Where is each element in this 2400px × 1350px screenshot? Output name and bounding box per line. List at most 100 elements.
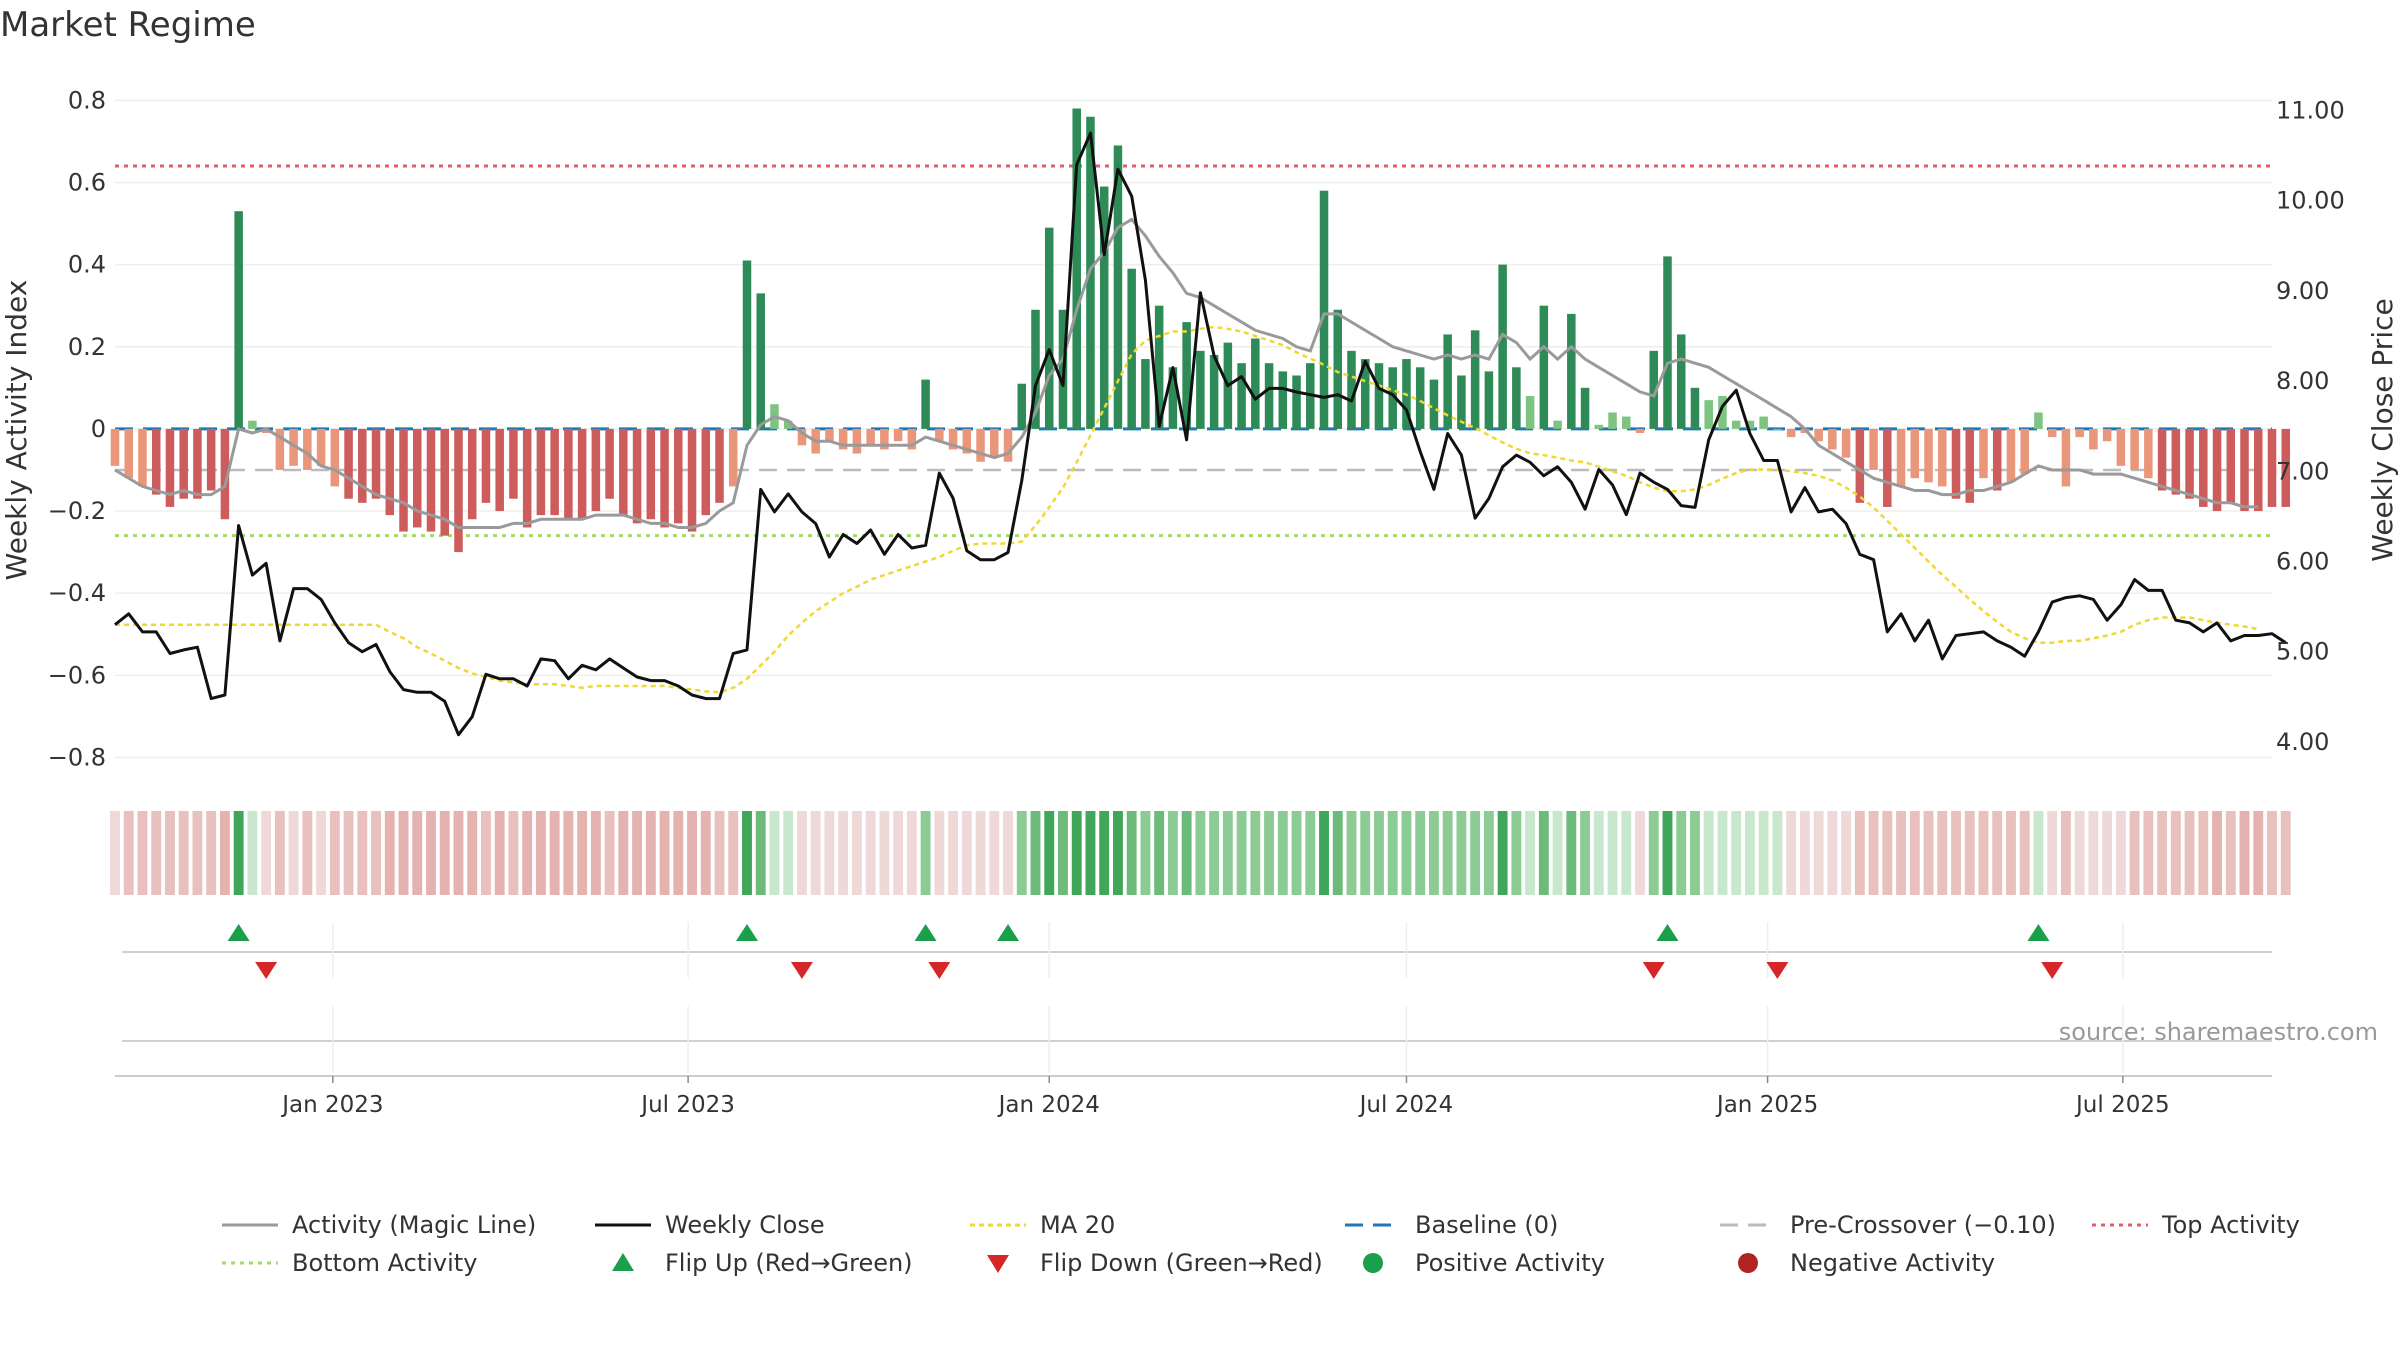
grid [115, 99, 2272, 759]
activity-bar [289, 428, 298, 466]
regime-strip-cell [1854, 811, 1865, 895]
legend: Activity (Magic Line) Weekly Close MA 20 Ba… [222, 1211, 2300, 1277]
regime-strip-cell [522, 811, 533, 895]
regime-strip-cell [1593, 811, 1604, 895]
x-tick-label: Jan 2023 [280, 1092, 383, 1118]
regime-strip-cell [769, 811, 780, 895]
left-axis-label: Weekly Activity Index [0, 280, 33, 581]
activity-bar [1828, 428, 1837, 450]
regime-strip-cell [2047, 811, 2058, 895]
activity-bar [426, 428, 436, 532]
regime-strip-cell [1497, 811, 1508, 895]
regime-strip-cell [659, 811, 670, 895]
activity-bar [385, 428, 395, 516]
activity-bar [783, 420, 793, 429]
left-tick-label: −0.6 [48, 661, 106, 689]
regime-strip-cell [632, 811, 643, 895]
regime-strip-cell [329, 811, 340, 895]
legend-item-posdot: Positive Activity [1363, 1249, 1605, 1277]
activity-bar [1415, 367, 1425, 429]
activity-bar [1608, 412, 1617, 429]
activity-bar [2020, 428, 2029, 475]
activity-bar [2267, 428, 2277, 507]
regime-strip-cell [123, 811, 134, 895]
activity-bar [1017, 383, 1027, 429]
activity-bar [2006, 428, 2016, 483]
right-tick-label: 7.00 [2276, 457, 2329, 485]
regime-strip-cell [261, 811, 272, 895]
regime-strip-cell [920, 811, 931, 895]
regime-strip-cell [481, 811, 491, 895]
activity-bar [962, 428, 972, 454]
regime-strip-cell [1676, 811, 1687, 895]
regime-strip-cell [1827, 811, 1838, 895]
flip-up-marker [2027, 924, 2050, 941]
regime-strip-cell [851, 811, 862, 895]
regime-strip-cell [137, 811, 148, 895]
activity-bar [1525, 396, 1535, 429]
legend-label: Positive Activity [1415, 1249, 1605, 1277]
activity-bar [371, 428, 381, 499]
activity-bar [412, 428, 422, 528]
regime-strip-cell [302, 811, 313, 895]
regime-strip [110, 811, 2291, 895]
regime-strip-cell [2253, 811, 2264, 895]
regime-strip-cell [1731, 811, 1742, 895]
flip-down-marker [790, 962, 813, 979]
flip-down-marker [2041, 962, 2064, 979]
regime-strip-cell [906, 811, 917, 895]
regime-strip-cell [604, 811, 615, 895]
regime-strip-cell [865, 811, 876, 895]
activity-bar [2061, 428, 2071, 487]
activity-bar [1099, 186, 1109, 429]
legend-label: Top Activity [2161, 1211, 2300, 1239]
activity-bar [399, 428, 408, 532]
activity-bar [1360, 359, 1370, 429]
regime-strip-cell [1538, 811, 1549, 895]
flip-down-marker [1642, 962, 1665, 979]
regime-strip-cell [2143, 811, 2154, 895]
activity-bar [1553, 420, 1562, 429]
right-tick-label: 4.00 [2276, 728, 2329, 756]
activity-bar [1333, 309, 1343, 429]
regime-strip-cell [975, 811, 986, 895]
activity-bar [1498, 264, 1507, 429]
legend-label: Flip Up (Red→Green) [665, 1249, 913, 1277]
legend-item-flipup: Flip Up (Red→Green) [612, 1249, 913, 1277]
regime-strip-cell [755, 811, 766, 895]
legend-red-dot-icon [1738, 1253, 1758, 1273]
regime-strip-cell [192, 811, 203, 895]
regime-strip-cell [1909, 811, 1920, 895]
regime-strip-cell [1786, 811, 1797, 895]
regime-strip-cell [673, 811, 684, 895]
activity-bar [248, 420, 257, 429]
activity-bar [467, 428, 477, 520]
activity-bar [1251, 338, 1260, 429]
regime-strip-cell [2280, 811, 2291, 895]
regime-strip-cell [2074, 811, 2085, 895]
activity-bar [440, 428, 449, 536]
activity-bar [880, 428, 889, 450]
legend-label: Negative Activity [1790, 1249, 1995, 1277]
right-tick-label: 9.00 [2276, 277, 2329, 305]
activity-bar [2254, 428, 2263, 512]
regime-strip-cell [1195, 811, 1206, 895]
regime-strip-cell [783, 811, 794, 895]
regime-strip-cell [893, 811, 904, 895]
activity-bar [165, 428, 175, 507]
activity-bar [2199, 428, 2208, 507]
activity-bar [1869, 428, 1878, 470]
activity-bar [921, 379, 930, 429]
regime-strip-cell [1058, 811, 1068, 895]
activity-bar [948, 428, 958, 450]
activity-bar [330, 428, 340, 487]
activity-bar [2116, 428, 2126, 466]
activity-bar [742, 260, 752, 429]
regime-strip-cell [1937, 811, 1948, 895]
activity-bar [660, 428, 669, 528]
regime-strip-cell [1209, 811, 1220, 895]
activity-bars [110, 108, 2290, 553]
flip-up-marker [1656, 924, 1679, 941]
activity-bar [454, 428, 463, 553]
activity-bar [1992, 428, 2002, 491]
